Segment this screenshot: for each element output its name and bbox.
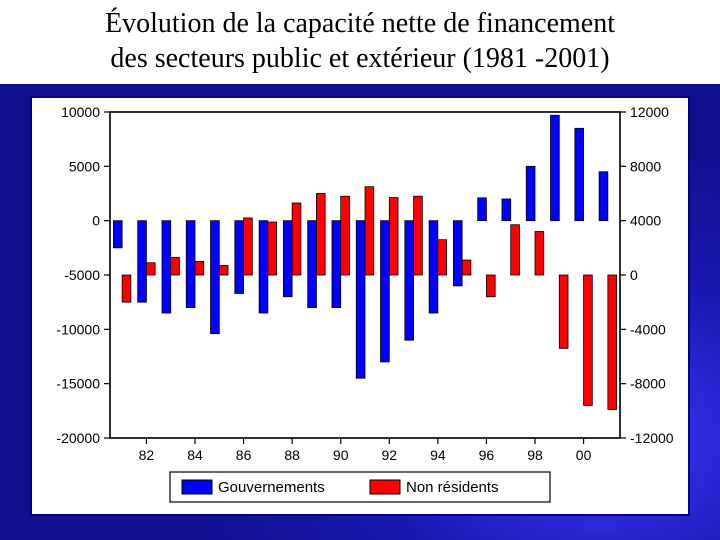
slide-root: Évolution de la capacité nette de financ…	[0, 0, 720, 540]
svg-text:Non résidents: Non résidents	[406, 479, 499, 496]
svg-text:0: 0	[92, 213, 100, 229]
svg-text:86: 86	[236, 447, 252, 463]
svg-text:-8000: -8000	[630, 376, 666, 392]
chart-container: -20000 -15000 -10000 -5000 0 5000 10000 -12000 -…	[30, 96, 690, 516]
svg-text:10000: 10000	[61, 104, 100, 120]
title-line-1: Évolution de la capacité nette de financ…	[105, 8, 615, 39]
svg-text:98: 98	[527, 447, 543, 463]
svg-text:92: 92	[381, 447, 397, 463]
slide-title: Évolution de la capacité nette de financ…	[0, 0, 720, 84]
bar-chart: -20000 -15000 -10000 -5000 0 5000 10000 -12000 -…	[32, 98, 688, 514]
svg-text:88: 88	[284, 447, 300, 463]
svg-text:Gouvernements: Gouvernements	[218, 479, 325, 496]
title-line-2: des secteurs public et extérieur (1981 -…	[110, 43, 609, 74]
svg-text:-4000: -4000	[630, 321, 666, 337]
svg-text:-10000: -10000	[56, 321, 100, 337]
svg-text:00: 00	[576, 447, 592, 463]
svg-text:-12000: -12000	[630, 430, 674, 446]
svg-text:8000: 8000	[630, 158, 661, 174]
svg-text:-15000: -15000	[56, 376, 100, 392]
svg-text:96: 96	[479, 447, 495, 463]
svg-text:90: 90	[333, 447, 349, 463]
svg-text:-20000: -20000	[56, 430, 100, 446]
svg-text:5000: 5000	[69, 158, 100, 174]
svg-text:84: 84	[187, 447, 203, 463]
svg-text:-5000: -5000	[64, 267, 100, 283]
svg-text:4000: 4000	[630, 213, 661, 229]
svg-text:0: 0	[630, 267, 638, 283]
svg-text:94: 94	[430, 447, 446, 463]
svg-text:12000: 12000	[630, 104, 669, 120]
svg-text:82: 82	[139, 447, 155, 463]
